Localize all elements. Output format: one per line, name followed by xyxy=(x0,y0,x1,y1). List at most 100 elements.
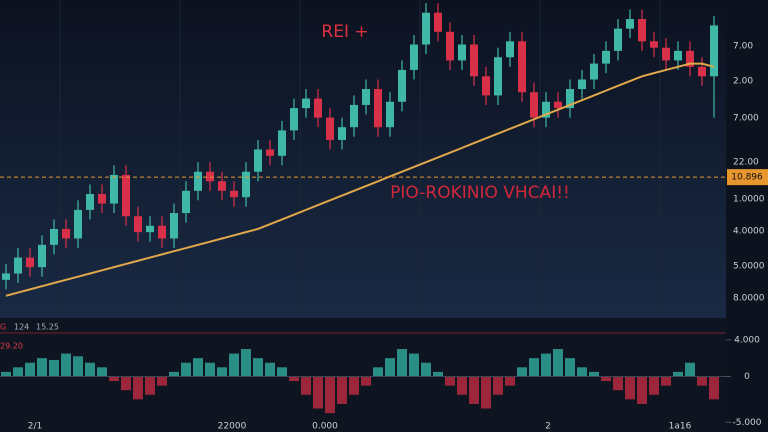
candle-body xyxy=(218,181,226,191)
candle-body xyxy=(518,41,526,93)
oscillator-bar xyxy=(445,376,455,386)
chart-subtitle: PIO-ROKINIO VHCAI!! xyxy=(390,183,570,203)
axis-label: 1.0000 xyxy=(733,195,765,205)
oscillator-bar xyxy=(169,371,179,377)
candle-body xyxy=(506,41,514,58)
oscillator-bar xyxy=(709,376,719,400)
candle-body xyxy=(14,257,22,274)
oscillator-bar xyxy=(133,376,143,400)
annotation: 29.20 xyxy=(0,342,23,351)
oscillator-bar xyxy=(61,353,71,377)
oscillator-bar xyxy=(145,376,155,395)
candle-body xyxy=(26,257,34,268)
x-label: 22000 xyxy=(218,422,247,432)
candle-body xyxy=(38,244,46,268)
oscillator-bar xyxy=(97,367,107,377)
candle-body xyxy=(422,12,430,45)
oscillator-bar xyxy=(361,376,371,386)
oscillator-bar xyxy=(469,376,479,404)
axis-label: 7.000 xyxy=(733,114,759,124)
oscillator-bar xyxy=(601,376,611,382)
candle-body xyxy=(278,130,286,156)
annotation: G xyxy=(0,323,6,332)
candle-body xyxy=(590,63,598,80)
x-label: 2/1 xyxy=(28,422,42,432)
oscillator-bar xyxy=(433,371,443,377)
moving-average xyxy=(5,62,715,297)
oscillator-bar xyxy=(685,362,695,377)
oscillator-bar xyxy=(37,358,47,377)
oscillator-bar xyxy=(325,376,335,414)
annotation: 15.25 xyxy=(36,323,59,332)
candle-body xyxy=(434,12,442,32)
candle-body xyxy=(602,50,610,64)
oscillator-bar xyxy=(697,376,707,386)
candle-body xyxy=(458,44,466,61)
candle-body xyxy=(698,66,706,77)
oscillator-bar xyxy=(385,358,395,377)
candle-body xyxy=(614,28,622,51)
oscillator-bar xyxy=(253,358,263,377)
candle-body xyxy=(398,69,406,102)
oscillator-bar xyxy=(649,376,659,395)
oscillator-bar xyxy=(181,362,191,377)
oscillator-bar xyxy=(457,376,467,395)
chart-title: REI + xyxy=(321,22,368,42)
annotation: 124 xyxy=(14,323,29,332)
candle-body xyxy=(542,101,550,118)
axis-label: 5.0000 xyxy=(733,262,765,272)
oscillator-bar xyxy=(553,348,563,377)
candle-body xyxy=(230,190,238,198)
price-label-box xyxy=(727,169,768,186)
candle-body xyxy=(122,174,130,217)
candle-body xyxy=(134,216,142,233)
candle-body xyxy=(338,127,346,140)
candle-body xyxy=(674,50,682,61)
x-label: 2 xyxy=(545,422,551,432)
oscillator-bar xyxy=(277,367,287,377)
candle-body xyxy=(110,174,118,204)
candle-body xyxy=(638,19,646,42)
candle-body xyxy=(254,149,262,172)
candle-body xyxy=(386,101,394,128)
oscillator-bar xyxy=(481,376,491,409)
candle-body xyxy=(314,98,322,118)
candle-body xyxy=(242,171,250,198)
candle-body xyxy=(98,193,106,204)
oscillator-bar xyxy=(505,376,515,386)
candle-body xyxy=(86,193,94,210)
price-label: 10.896 xyxy=(731,173,763,183)
price-axis xyxy=(726,0,768,432)
candle-body xyxy=(350,104,358,128)
axis-label: 2.00 xyxy=(733,77,753,87)
oscillator-bar xyxy=(625,376,635,400)
candle-body xyxy=(470,44,478,77)
oscillator-bar xyxy=(589,371,599,377)
oscillator-bar xyxy=(409,353,419,377)
candle-body xyxy=(566,89,574,109)
candle-body xyxy=(266,149,274,156)
oscillator-bar xyxy=(265,362,275,377)
candle-body xyxy=(170,213,178,239)
oscillator-bar xyxy=(13,367,23,377)
oscillator-bar xyxy=(73,356,83,377)
oscillator-bar xyxy=(85,362,95,377)
candle-body xyxy=(710,25,718,77)
candle-body xyxy=(410,44,418,70)
candle-body xyxy=(554,101,562,109)
candle-body xyxy=(290,108,298,131)
candle-body xyxy=(530,92,538,118)
candle-body xyxy=(362,89,370,105)
axis-label: 22.00 xyxy=(733,158,759,168)
oscillator-bar xyxy=(121,376,131,391)
candle-body xyxy=(146,225,154,233)
candle-body xyxy=(482,76,490,96)
candle-body xyxy=(206,171,214,182)
oscillator-bar xyxy=(577,367,587,377)
oscillator-bar xyxy=(493,376,503,395)
oscillator-bar xyxy=(661,376,671,386)
oscillator-bar xyxy=(337,376,347,404)
oscillator-bar xyxy=(637,376,647,404)
y-tick-label: -5.000 xyxy=(732,418,761,428)
oscillator-bar xyxy=(529,358,539,377)
